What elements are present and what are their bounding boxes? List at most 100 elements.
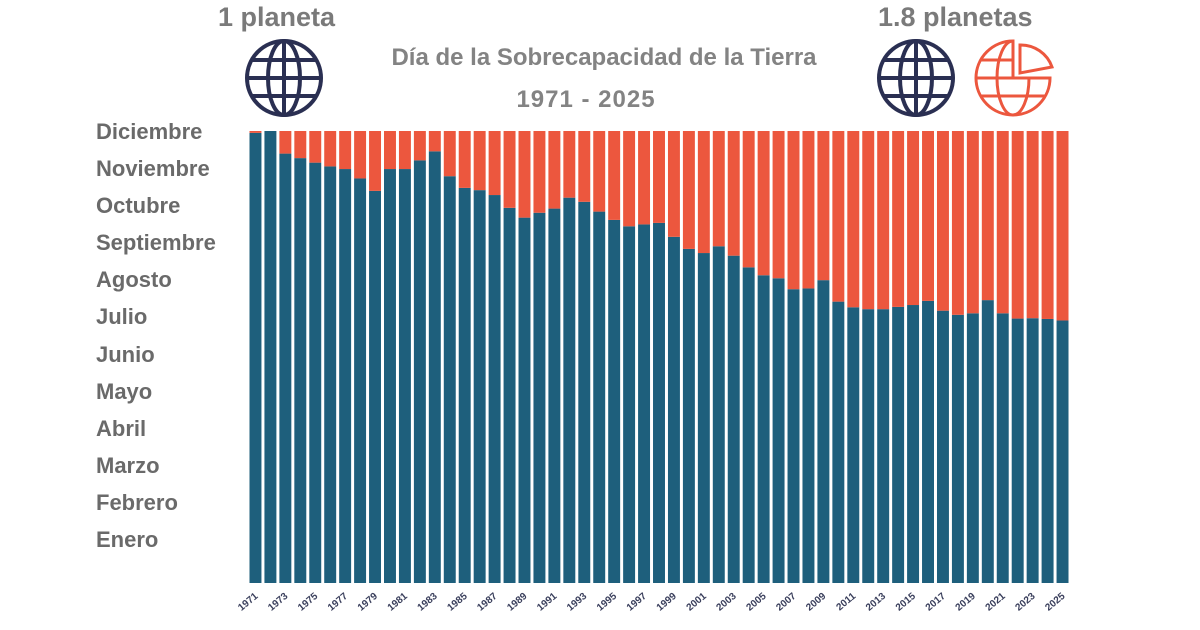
bar-remaining-1991 <box>548 131 561 209</box>
bar-overshoot-2008 <box>802 288 815 583</box>
bar-overshoot-1978 <box>354 178 367 583</box>
bar-overshoot-1997 <box>638 224 651 583</box>
bar-remaining-2018 <box>951 131 964 315</box>
bar-overshoot-1989 <box>518 217 531 583</box>
bar-remaining-2014 <box>892 131 905 307</box>
x-tick-label: 1993 <box>565 591 589 614</box>
y-tick-label: Marzo <box>96 452 160 478</box>
bar-remaining-1999 <box>667 131 680 237</box>
bar-overshoot-1975 <box>309 162 322 583</box>
bar-remaining-1977 <box>339 131 352 170</box>
bar-remaining-2003 <box>727 131 740 256</box>
chart-subtitle: 1971 - 2025 <box>516 86 656 113</box>
bar-overshoot-2025 <box>1056 320 1069 583</box>
x-tick-label: 2001 <box>685 591 709 614</box>
x-tick-label: 2007 <box>774 591 798 614</box>
bar-remaining-2024 <box>1041 131 1054 319</box>
bar-remaining-1976 <box>324 131 337 167</box>
y-tick-label: Abril <box>96 415 147 441</box>
bar-overshoot-1998 <box>653 222 665 583</box>
y-tick-label: Enero <box>96 527 159 552</box>
bar-overshoot-1979 <box>369 190 382 583</box>
bar-remaining-1987 <box>488 131 501 196</box>
x-tick-label: 2005 <box>744 591 768 614</box>
x-tick-label: 1997 <box>625 591 649 614</box>
y-tick-label: Octubre <box>96 193 181 219</box>
x-tick-label: 1977 <box>326 591 350 614</box>
bar-remaining-1994 <box>593 131 606 212</box>
bar-remaining-2005 <box>757 131 770 276</box>
bar-remaining-1997 <box>638 131 651 225</box>
bar-remaining-2007 <box>787 131 800 290</box>
x-tick-label: 2025 <box>1043 591 1067 614</box>
x-tick-label: 1975 <box>296 591 320 614</box>
bar-overshoot-1981 <box>398 169 411 583</box>
bar-overshoot-2019 <box>966 313 979 583</box>
bar-overshoot-2006 <box>772 278 785 583</box>
x-tick-label: 1971 <box>236 591 260 614</box>
globe-icon <box>245 39 323 117</box>
bar-remaining-1989 <box>518 131 531 218</box>
planets-needed-label: 1.8 planetas <box>878 2 1033 32</box>
y-tick-label: Febrero <box>96 489 178 515</box>
bar-overshoot-1983 <box>428 151 441 583</box>
bar-overshoot-1982 <box>413 160 426 583</box>
partial-globe-icon <box>974 39 1054 117</box>
bar-remaining-2019 <box>966 131 979 314</box>
x-tick-label: 2013 <box>864 591 888 614</box>
bar-overshoot-1977 <box>339 169 352 583</box>
bar-remaining-1986 <box>473 131 486 191</box>
bar-overshoot-1986 <box>473 190 486 584</box>
bar-remaining-1983 <box>428 131 441 152</box>
bar-overshoot-2001 <box>697 253 710 584</box>
x-tick-label: 2003 <box>715 591 739 614</box>
x-tick-label: 1985 <box>446 591 470 614</box>
y-tick-label: Julio <box>96 304 148 330</box>
bar-remaining-2006 <box>772 131 785 279</box>
bar-overshoot-2016 <box>922 300 934 583</box>
bar-remaining-1974 <box>294 131 307 159</box>
bar-remaining-1981 <box>398 131 411 170</box>
x-tick-label: 1987 <box>475 591 499 614</box>
bar-remaining-1978 <box>354 131 367 179</box>
bar-overshoot-1971 <box>249 132 262 583</box>
x-tick-label: 2023 <box>1013 591 1037 614</box>
bar-overshoot-1976 <box>324 166 337 583</box>
bar-overshoot-2017 <box>936 310 949 583</box>
y-tick-label: Junio <box>96 341 155 367</box>
bar-overshoot-2004 <box>742 267 755 583</box>
bar-remaining-2013 <box>877 131 890 310</box>
bar-overshoot-1994 <box>593 211 606 583</box>
bar-remaining-1980 <box>384 131 396 170</box>
y-tick-label: Diciembre <box>96 119 203 144</box>
bar-remaining-1990 <box>533 131 546 213</box>
bar-remaining-1982 <box>413 131 426 161</box>
bar-overshoot-1985 <box>458 187 471 584</box>
bar-remaining-1979 <box>369 131 382 191</box>
bar-remaining-1988 <box>503 131 516 208</box>
bar-overshoot-1993 <box>578 201 591 583</box>
bar-overshoot-2022 <box>1011 318 1024 583</box>
x-tick-label: 2021 <box>984 591 1008 614</box>
x-tick-label: 2011 <box>835 591 859 614</box>
bar-overshoot-2015 <box>907 305 920 583</box>
bar-remaining-2020 <box>981 131 994 301</box>
bar-overshoot-2012 <box>862 309 875 583</box>
bar-remaining-2023 <box>1026 131 1039 319</box>
bar-overshoot-1980 <box>384 169 396 583</box>
y-tick-label: Septiembre <box>96 230 216 256</box>
bar-remaining-1975 <box>309 131 322 163</box>
y-tick-label: Mayo <box>96 378 153 404</box>
bar-remaining-2022 <box>1011 131 1024 319</box>
bar-overshoot-1974 <box>294 158 307 583</box>
bar-overshoot-1991 <box>548 208 561 584</box>
bar-overshoot-2023 <box>1026 318 1039 583</box>
bar-overshoot-2014 <box>892 306 905 583</box>
bar-remaining-1993 <box>578 131 591 202</box>
bar-remaining-1985 <box>458 131 471 188</box>
globe-icon <box>877 39 955 117</box>
chart-title: Día de la Sobrecapacidad de la Tierra <box>391 44 817 71</box>
bar-remaining-2025 <box>1056 131 1069 321</box>
bar-overshoot-2007 <box>787 289 800 583</box>
